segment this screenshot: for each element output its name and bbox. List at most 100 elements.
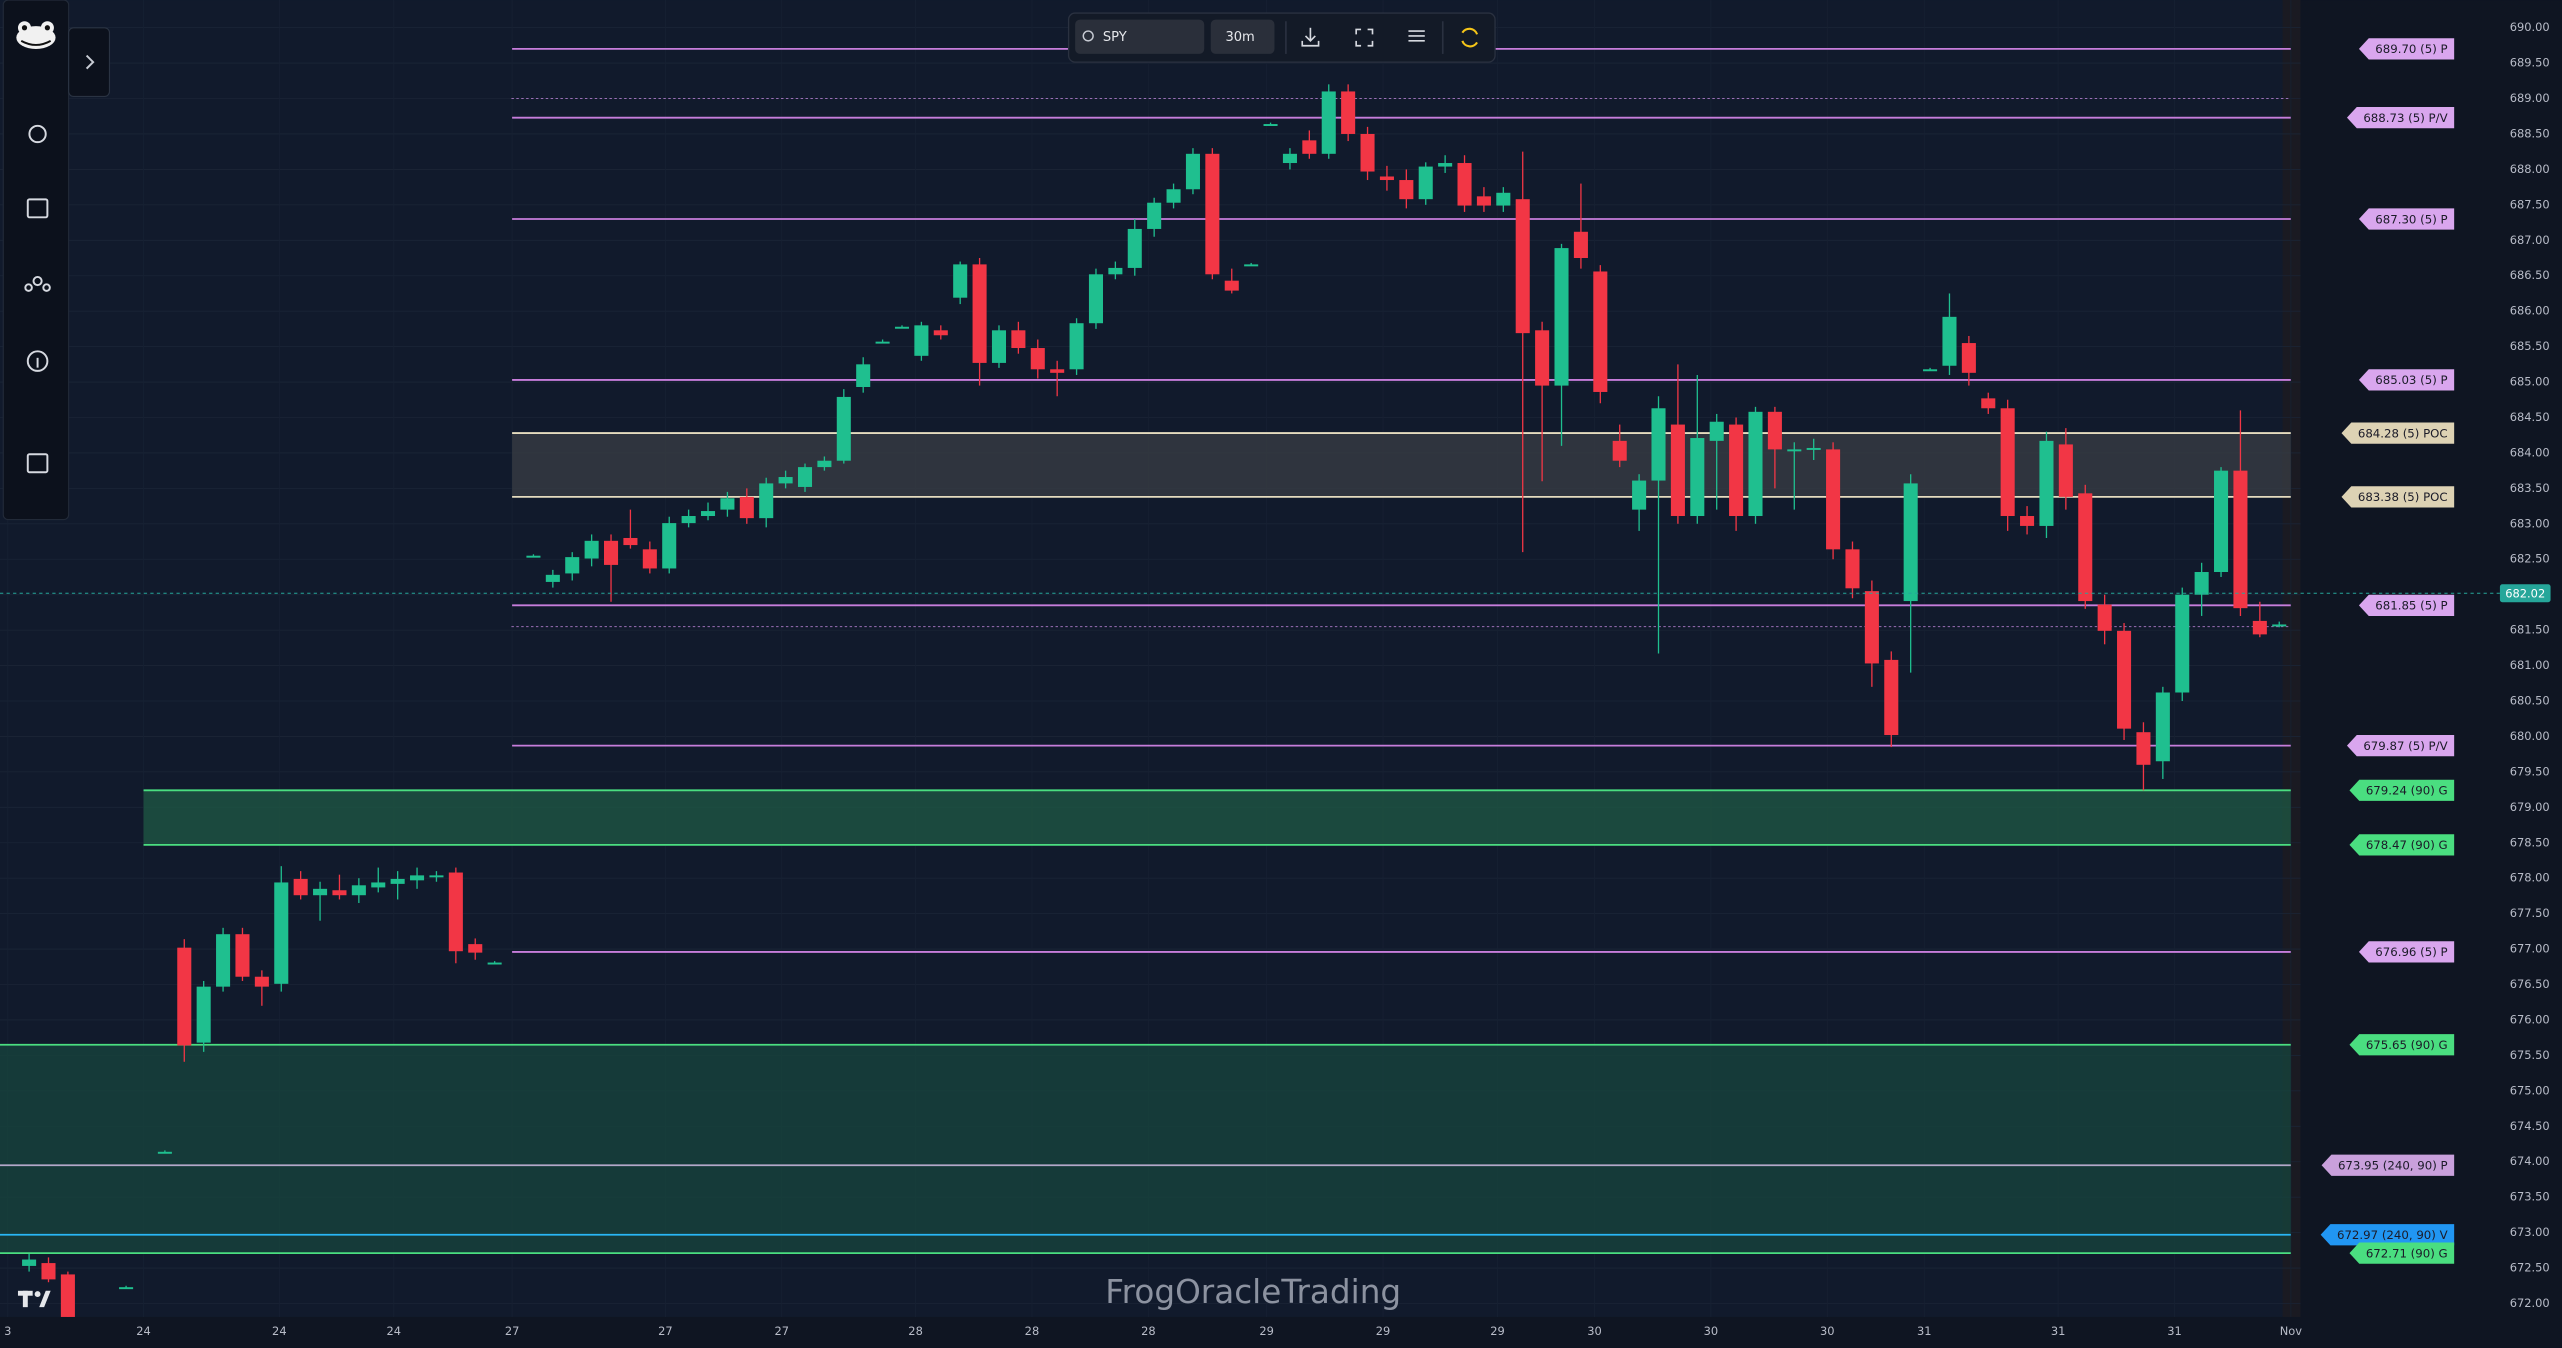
last-price-tag <box>2499 584 2551 603</box>
candle-body <box>1961 343 1976 373</box>
level-tag-label: 683.38 (5) POC <box>2358 490 2448 504</box>
candle-body <box>1282 153 1297 164</box>
settings-icon[interactable] <box>28 124 47 144</box>
y-tick-label: 687.00 <box>2510 233 2550 247</box>
y-tick-label: 683.00 <box>2510 516 2550 530</box>
y-tick-label: 676.50 <box>2510 977 2550 991</box>
level-tag <box>2358 941 2455 963</box>
candle-body <box>1088 274 1103 324</box>
last-price-label: 682.02 <box>2505 587 2545 601</box>
level-tag-label: 689.70 (5) P <box>2375 42 2447 56</box>
candle-body <box>1108 267 1123 275</box>
y-tick-label: 684.00 <box>2510 445 2550 459</box>
candle-body <box>623 537 638 546</box>
candle-body <box>313 888 328 896</box>
x-tick-label: 24 <box>387 1324 402 1338</box>
candle-body <box>487 962 502 965</box>
level-tag <box>2358 208 2455 230</box>
candle-body <box>22 1259 37 1266</box>
candle-body <box>274 882 289 984</box>
candle-body <box>216 934 231 987</box>
candle-body <box>1535 330 1550 386</box>
x-tick-label: 24 <box>136 1324 151 1338</box>
y-tick-label: 688.00 <box>2510 162 2550 176</box>
candle-body <box>1554 248 1569 386</box>
calendar-icon[interactable] <box>26 453 49 474</box>
level-tag <box>2349 779 2455 801</box>
candle-body <box>1923 369 1938 372</box>
fullscreen-button[interactable] <box>1355 28 1374 47</box>
candle-body <box>662 523 677 569</box>
candle-body <box>2252 620 2267 635</box>
candle-body <box>235 934 250 977</box>
candle-body <box>1399 180 1414 200</box>
candle-body <box>1884 659 1899 736</box>
candle-body <box>1263 124 1278 127</box>
y-tick-label: 672.00 <box>2510 1296 2550 1310</box>
y-tick-label: 677.00 <box>2510 942 2550 956</box>
y-tick-label: 679.00 <box>2510 800 2550 814</box>
candle-body <box>1612 440 1627 461</box>
level-tag-label: 681.85 (5) P <box>2375 599 2447 613</box>
candle-body <box>1224 280 1239 291</box>
symbol-input[interactable] <box>1075 19 1205 54</box>
watermark: FrogOracleTrading <box>1105 1273 1401 1311</box>
candle-body <box>565 557 580 574</box>
candle-body <box>157 1151 172 1154</box>
candle-body <box>1826 449 1841 550</box>
y-tick-label: 689.50 <box>2510 56 2550 70</box>
candle-body <box>2097 604 2112 631</box>
candle-body <box>351 885 366 896</box>
interval-button[interactable] <box>1210 19 1275 54</box>
candle-body <box>856 364 871 388</box>
y-tick-label: 676.00 <box>2510 1012 2550 1026</box>
expand-button[interactable] <box>68 27 111 97</box>
y-tick-label: 675.50 <box>2510 1048 2550 1062</box>
community-icon[interactable] <box>24 275 51 292</box>
y-tick-label: 672.50 <box>2510 1261 2550 1275</box>
candle-body <box>914 325 929 356</box>
candle-body <box>2136 732 2151 765</box>
candle-body <box>817 460 832 468</box>
x-tick-label: 3 <box>4 1324 11 1338</box>
level-tag-label: 679.87 (5) P/V <box>2363 739 2447 753</box>
y-tick-label: 680.00 <box>2510 729 2550 743</box>
candle-body <box>468 944 483 953</box>
y-tick-label: 687.50 <box>2510 197 2550 211</box>
download-button[interactable] <box>1301 27 1320 47</box>
candle-body <box>1205 153 1220 275</box>
candle-body <box>1166 189 1181 203</box>
candle-body <box>1632 480 1647 510</box>
candle-body <box>797 467 813 487</box>
candle-body <box>1903 483 1918 602</box>
level-tag-label: 673.95 (240, 90) P <box>2338 1159 2448 1173</box>
candle-body <box>332 890 347 896</box>
zone <box>0 1044 2291 1254</box>
sidebar <box>2 0 111 521</box>
candle-body <box>1011 330 1026 349</box>
candle-body <box>1341 91 1356 134</box>
layers-button[interactable] <box>1408 30 1425 42</box>
candle-body <box>604 540 619 565</box>
x-tick-label: 29 <box>1376 1324 1391 1338</box>
level-tag <box>2341 422 2455 444</box>
x-tick-label: Nov <box>2280 1324 2303 1338</box>
level-tag <box>2349 834 2455 856</box>
news-icon[interactable] <box>26 198 49 219</box>
candle-body <box>448 872 463 952</box>
level-tag-label: 685.03 (5) P <box>2375 373 2447 387</box>
x-tick-label: 30 <box>1820 1324 1835 1338</box>
candle-body <box>953 264 968 298</box>
y-tick-label: 678.50 <box>2510 835 2550 849</box>
refresh-button[interactable] <box>1461 27 1479 48</box>
level-tag <box>2321 1154 2455 1176</box>
info-icon[interactable] <box>26 350 49 372</box>
tv-logo <box>17 1290 51 1308</box>
frog-logo[interactable] <box>16 21 56 50</box>
candle-body <box>2175 594 2190 693</box>
y-tick-label: 681.00 <box>2510 658 2550 672</box>
y-tick-label: 673.50 <box>2510 1190 2550 1204</box>
candle-body <box>1050 369 1065 373</box>
y-tick-label: 680.50 <box>2510 694 2550 708</box>
candle-body <box>1302 140 1317 154</box>
